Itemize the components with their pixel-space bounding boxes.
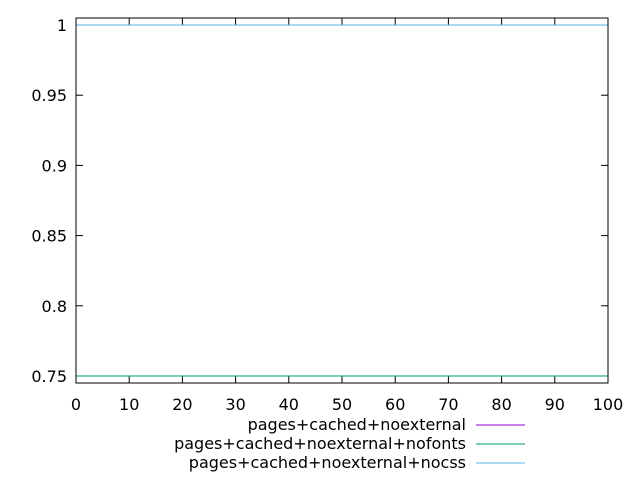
x-tick-label: 100 bbox=[593, 395, 624, 414]
y-tick-label: 1 bbox=[57, 16, 67, 35]
x-tick-label: 30 bbox=[225, 395, 245, 414]
plot-frame bbox=[75, 17, 609, 384]
x-tick-label: 60 bbox=[385, 395, 405, 414]
legend: pages+cached+noexternalpages+cached+noex… bbox=[174, 415, 525, 472]
legend-label: pages+cached+noexternal+nofonts bbox=[174, 434, 466, 453]
y-axis-ticks: 0.75 0.8 0.85 0.9 0.95 1 bbox=[31, 16, 608, 386]
x-tick-label: 10 bbox=[119, 395, 139, 414]
legend-label: pages+cached+noexternal+nocss bbox=[189, 453, 466, 472]
y-tick-label: 0.9 bbox=[42, 156, 67, 175]
x-tick-label: 50 bbox=[332, 395, 352, 414]
x-tick-label: 0 bbox=[71, 395, 81, 414]
y-tick-label: 0.85 bbox=[31, 227, 67, 246]
y-tick-label: 0.8 bbox=[42, 297, 67, 316]
legend-label: pages+cached+noexternal bbox=[248, 415, 466, 434]
y-tick-label: 0.95 bbox=[31, 86, 67, 105]
x-tick-label: 20 bbox=[172, 395, 192, 414]
x-tick-label: 40 bbox=[279, 395, 299, 414]
x-tick-label: 90 bbox=[545, 395, 565, 414]
series-lines bbox=[76, 24, 608, 377]
x-tick-label: 80 bbox=[491, 395, 511, 414]
x-tick-label: 70 bbox=[438, 395, 458, 414]
x-axis-ticks: 0 10 20 30 40 50 60 70 80 90 100 bbox=[71, 18, 623, 414]
y-tick-label: 0.75 bbox=[31, 367, 67, 386]
